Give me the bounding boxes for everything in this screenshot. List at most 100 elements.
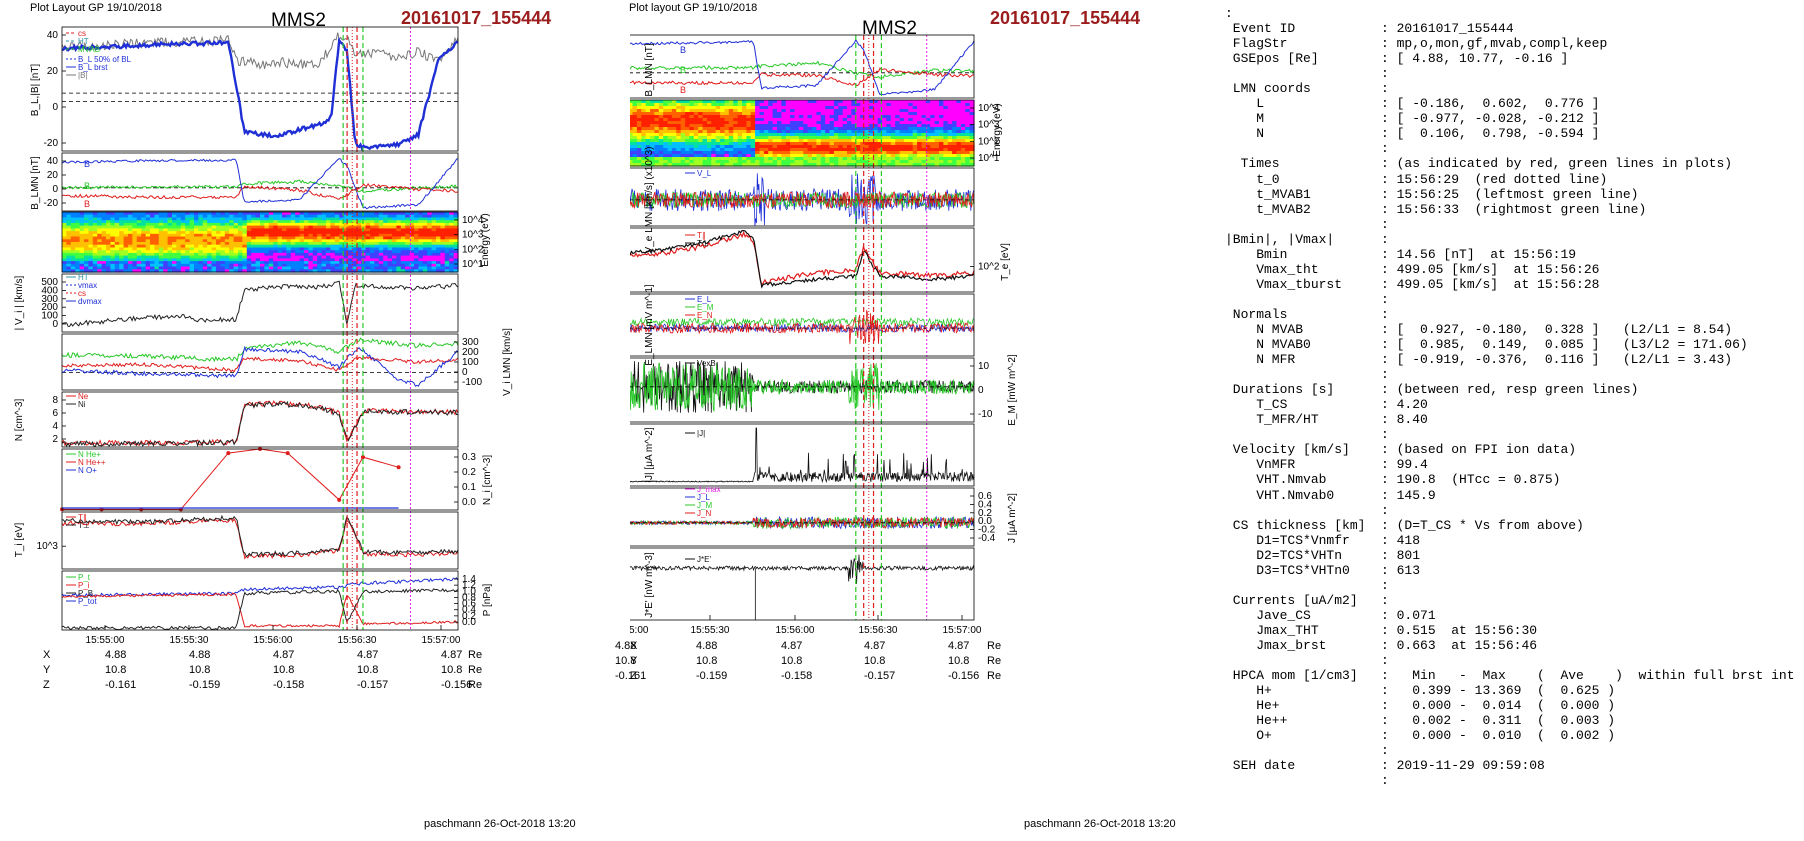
spectrogram-cell <box>781 115 787 119</box>
spectrogram-cell <box>299 244 305 248</box>
spectrogram-cell <box>70 236 76 240</box>
y-tick-label: 0.3 <box>462 452 476 463</box>
spectrogram-cell <box>632 145 638 149</box>
spectrogram-cell <box>304 228 309 232</box>
spectrogram-cell <box>816 121 822 125</box>
spectrogram-cell <box>238 228 243 232</box>
spectrogram-cell <box>693 112 699 116</box>
spectrogram-cell <box>965 121 971 125</box>
spectrogram-cell <box>851 148 857 152</box>
spectrogram-cell <box>952 133 958 137</box>
spectrogram-cell <box>812 130 817 134</box>
spectrogram-cell <box>356 225 362 229</box>
spectrogram-cell <box>370 258 375 262</box>
spectrogram-cell <box>330 255 336 259</box>
spectrogram-cell <box>676 109 682 113</box>
spectrogram-cell <box>939 118 944 122</box>
spectrogram-cell <box>873 148 879 152</box>
spectrogram-cell <box>308 231 314 235</box>
spectrogram-cell <box>132 244 138 248</box>
spectrogram-cell <box>132 252 138 257</box>
spectrogram-cell <box>630 154 634 158</box>
spectrogram-cell <box>671 154 677 158</box>
spectrogram-cell <box>158 242 164 246</box>
spectrogram-cell <box>172 242 177 246</box>
spectrogram-cell <box>702 145 708 149</box>
y-tick-label: 1.2 <box>462 580 476 591</box>
spectrogram-cell <box>645 154 651 158</box>
y-tick-label: 0.1 <box>462 482 476 493</box>
spectrogram-cell <box>436 231 441 235</box>
legend-entry: dvmax <box>78 297 102 306</box>
spectrogram-cell <box>370 255 375 259</box>
spectrogram-cell <box>361 258 367 262</box>
spectrogram-cell <box>167 250 173 254</box>
spectrogram-cell <box>630 106 634 110</box>
info-line: : <box>1225 367 1389 383</box>
spectrogram-cell <box>755 145 761 149</box>
spectrogram-cell <box>242 252 248 257</box>
spectrogram-cell <box>650 121 655 125</box>
spectrogram-cell <box>702 139 708 143</box>
spectrogram-cell <box>251 217 257 221</box>
spectrogram-cell <box>145 225 151 229</box>
spectrogram-cell <box>392 214 397 218</box>
spectrogram-cell <box>92 252 98 257</box>
spectrogram-cell <box>812 115 817 119</box>
spectrogram-cell <box>110 220 116 224</box>
spectrogram-cell <box>97 222 103 227</box>
spectrogram-cell <box>925 151 931 155</box>
spectrogram-cell <box>343 220 349 224</box>
spectrogram-cell <box>365 222 371 227</box>
spectrogram-cell <box>698 109 704 113</box>
spectrogram-cell <box>781 118 787 122</box>
spectrogram-cell <box>960 115 966 119</box>
spectrogram-cell <box>202 222 208 227</box>
spectrogram-cell <box>781 103 787 107</box>
spectrogram-cell <box>842 148 848 152</box>
spectrogram-cell <box>847 139 852 143</box>
spectrogram-cell <box>943 127 949 131</box>
spectrogram-cell <box>685 121 691 125</box>
spectrogram-cell <box>282 266 287 270</box>
spectrogram-cell <box>868 109 874 113</box>
spectrogram-cell <box>663 154 669 158</box>
spectrogram-cell <box>418 258 424 262</box>
spectrogram-cell <box>295 212 301 216</box>
spectrogram-cell <box>873 118 879 122</box>
spectrogram-cell <box>66 220 72 224</box>
spectrogram-cell <box>180 222 186 227</box>
spectrogram-cell <box>630 157 634 161</box>
spectrogram-cell <box>921 121 927 125</box>
spectrogram-cell <box>132 266 138 270</box>
line-EM <box>630 362 975 412</box>
spectrogram-cell <box>194 222 199 227</box>
spectrogram-cell <box>772 112 778 116</box>
spectrogram-cell <box>145 239 151 243</box>
spectrogram-cell <box>960 157 966 161</box>
spectrogram-cell <box>877 160 883 164</box>
spectrogram-cell <box>286 214 292 218</box>
spectrogram-cell <box>812 136 817 140</box>
spectrogram-cell <box>114 222 120 227</box>
spectrogram-cell <box>737 115 743 119</box>
spectrogram-cell <box>163 255 169 259</box>
spectrogram-cell <box>150 244 155 248</box>
spectrogram-cell <box>645 148 651 152</box>
spectrogram-cell <box>654 145 660 149</box>
spectrogram-cell <box>759 112 765 116</box>
spectrogram-cell <box>917 157 923 161</box>
spectrogram-cell <box>842 145 848 149</box>
spectrogram-cell <box>88 222 94 227</box>
spectrogram-cell <box>632 118 638 122</box>
spectrogram-cell <box>790 145 796 149</box>
spectrogram-cell <box>154 220 160 224</box>
spectrogram-cell <box>66 233 72 238</box>
spectrogram-cell <box>92 244 98 248</box>
spectrogram-cell <box>383 269 389 273</box>
spectrogram-cell <box>198 242 204 246</box>
spectrogram-cell <box>396 261 402 265</box>
spectrogram-cell <box>912 106 918 110</box>
spectrogram-cell <box>224 212 230 216</box>
spectrogram-cell <box>777 109 782 113</box>
